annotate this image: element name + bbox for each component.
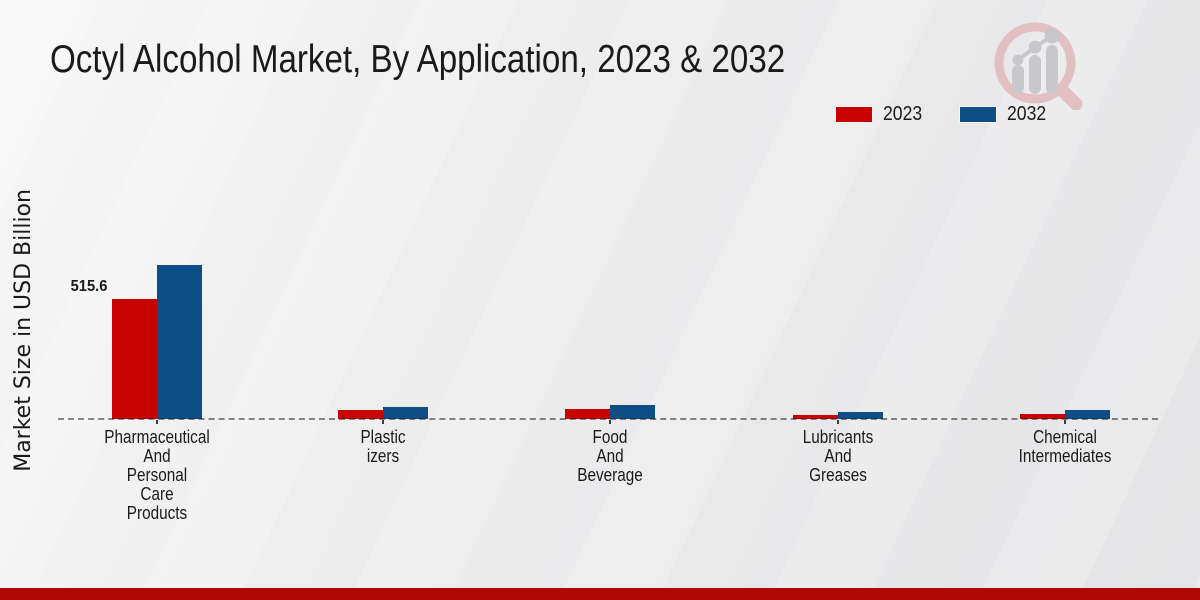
- footer-accent-band: [0, 588, 1200, 600]
- x-tick-mark: [155, 420, 158, 424]
- legend-item-2023: 2023: [836, 103, 928, 126]
- x-tick-label-2: Food And Beverage: [577, 427, 643, 485]
- bar-2032-4: [1064, 410, 1110, 419]
- legend-swatch-2023-icon: [836, 107, 872, 122]
- bar-2032-2: [610, 404, 655, 419]
- y-axis-title-text: Market Size in USD Billion: [10, 188, 36, 472]
- bar-2023-3: [792, 414, 838, 419]
- x-tick-label-4: Chemical Intermediates: [1018, 427, 1111, 466]
- bar-2023-1: [338, 410, 383, 419]
- bar-2032-0: [156, 264, 202, 419]
- x-tick-mark: [1063, 420, 1066, 424]
- legend: 2023 2032: [836, 103, 1051, 126]
- legend-swatch-2032-icon: [959, 107, 996, 122]
- bar-2023-4: [1019, 413, 1065, 419]
- chart-title: Octyl Alcohol Market, By Application, 20…: [50, 38, 786, 81]
- legend-item-2032: 2032: [959, 103, 1052, 126]
- bar-2032-1: [383, 406, 428, 419]
- x-tick-label-0: Pharmaceutical And Personal Care Products: [103, 427, 210, 523]
- bar-2023-0: [111, 299, 157, 419]
- x-tick-label-1: Plastic izers: [360, 427, 406, 466]
- y-axis-title: Market Size in USD Billion: [6, 150, 40, 510]
- x-tick-mark: [836, 420, 839, 424]
- x-axis-line: [58, 418, 1158, 420]
- x-tick-mark: [382, 420, 384, 424]
- x-tick-mark: [609, 420, 611, 424]
- legend-label-2032: 2032: [1006, 103, 1046, 125]
- x-tick-label-3: Lubricants And Greases: [802, 427, 873, 485]
- magnifier-bar-chart-logo-icon: [994, 22, 1083, 110]
- bar-2032-3: [837, 412, 883, 419]
- bar-2023-2: [565, 409, 610, 419]
- legend-label-2023: 2023: [883, 103, 923, 125]
- bar-value-label: 515.6: [70, 278, 108, 296]
